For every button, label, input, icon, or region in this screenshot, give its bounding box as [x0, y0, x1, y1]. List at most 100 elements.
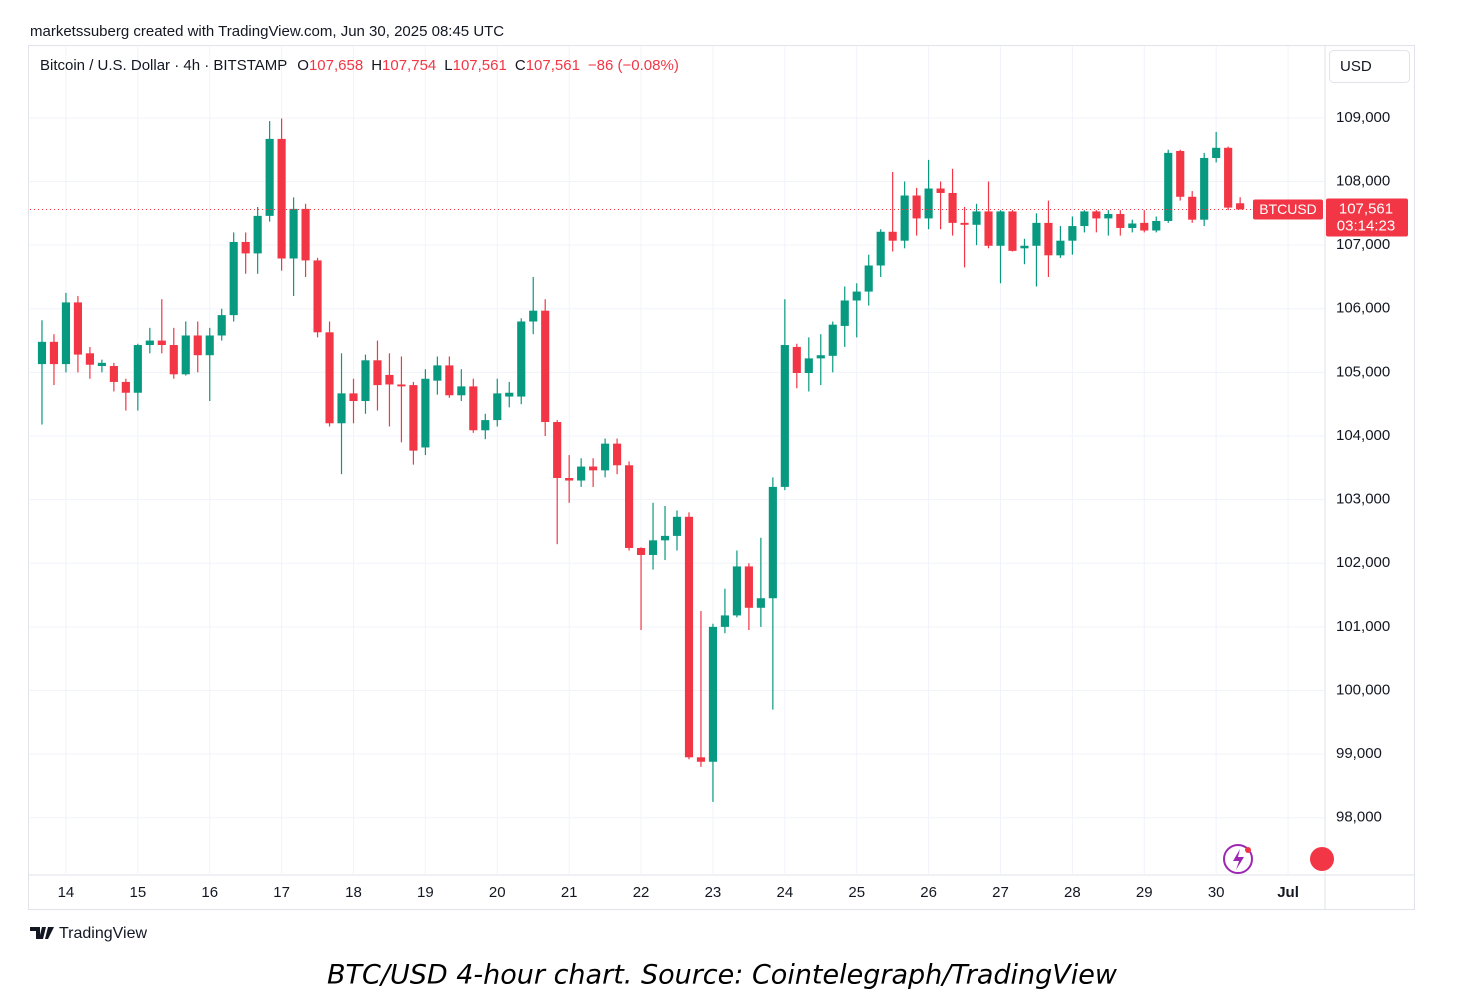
- ohlc-key: L: [444, 57, 452, 74]
- candle-body: [1224, 147, 1233, 208]
- candle-body: [1056, 240, 1065, 256]
- x-tick-label: 22: [633, 884, 650, 901]
- candle-body: [241, 241, 250, 254]
- candle-body: [169, 345, 178, 375]
- candle-body: [277, 138, 286, 259]
- candle-body: [265, 138, 274, 216]
- candle-body: [373, 360, 382, 386]
- x-tick-label: 23: [705, 884, 722, 901]
- candle-body: [1104, 213, 1113, 219]
- candle-body: [145, 340, 154, 346]
- candle-body: [1152, 220, 1161, 231]
- y-tick-label: 101,000: [1336, 618, 1390, 635]
- candle-body: [1008, 211, 1017, 251]
- candle-body: [852, 291, 861, 301]
- candle-body: [49, 341, 59, 365]
- candle-body: [684, 516, 694, 758]
- candle-body: [205, 335, 214, 356]
- candle-body: [565, 477, 574, 481]
- candle-body: [708, 626, 718, 762]
- ohlc-key: C: [515, 57, 526, 74]
- ohlc-key: H: [371, 57, 382, 74]
- x-tick-label: 21: [561, 884, 578, 901]
- x-tick-label: 15: [129, 884, 146, 901]
- x-tick-label: 16: [201, 884, 218, 901]
- brand: TradingView: [59, 925, 147, 942]
- caption: BTC/USD 4-hour chart. Source: Cointelegr…: [327, 960, 1118, 991]
- x-tick-label: 26: [920, 884, 937, 901]
- candle-body: [984, 211, 993, 246]
- y-tick-label: 109,000: [1336, 109, 1390, 126]
- ohlc-value: 107,658: [309, 57, 363, 74]
- x-tick-label: 19: [417, 884, 434, 901]
- icon[interactable]: [1310, 847, 1334, 871]
- candle-body: [804, 358, 813, 374]
- icon-dot: [1245, 847, 1251, 853]
- chart-frame: [28, 45, 1415, 910]
- candle-body: [924, 188, 933, 219]
- ohlc-key: O: [297, 57, 309, 74]
- candle-body: [217, 315, 226, 336]
- x-tick-label: 14: [58, 884, 75, 901]
- candle-body: [433, 365, 442, 381]
- candle-body: [1140, 222, 1149, 231]
- candle-body: [445, 365, 454, 396]
- candle-body: [648, 540, 658, 555]
- candle-body: [109, 366, 118, 382]
- ohlc-value: 107,754: [382, 57, 436, 74]
- candle-body: [529, 310, 538, 322]
- candle-body: [301, 208, 310, 261]
- candle-body: [672, 516, 682, 536]
- candle-body: [325, 332, 334, 424]
- x-tick-label: 27: [992, 884, 1009, 901]
- candle-body: [960, 222, 969, 225]
- candle-body: [421, 378, 430, 448]
- candle-body: [936, 188, 945, 193]
- candle-body: [732, 566, 741, 616]
- y-tick-label: 106,000: [1336, 300, 1390, 317]
- symbol-title: Bitcoin / U.S. Dollar · 4h · BITSTAMP: [40, 57, 287, 74]
- candle-body: [193, 335, 202, 356]
- x-tick-label: 18: [345, 884, 362, 901]
- candle-body: [133, 345, 142, 393]
- countdown: 03:14:23: [1337, 217, 1395, 234]
- candle-body: [1020, 245, 1029, 249]
- x-tick-label: 30: [1208, 884, 1225, 901]
- candle-body: [744, 566, 753, 608]
- candle-body: [97, 362, 106, 367]
- candle-body: [229, 241, 238, 316]
- candle-body: [1176, 150, 1185, 197]
- candle-body: [361, 360, 370, 402]
- candle-body: [780, 345, 789, 487]
- candle-body: [73, 302, 82, 355]
- candle-body: [1116, 213, 1125, 228]
- candle-body: [61, 302, 71, 365]
- candle-body: [636, 547, 646, 555]
- candle-body: [157, 340, 166, 346]
- candle-body: [768, 486, 777, 599]
- candle-body: [589, 466, 598, 471]
- x-tick-label: Jul: [1277, 884, 1299, 901]
- price-label: 107,561: [1339, 200, 1393, 217]
- candle-body: [1128, 223, 1137, 228]
- x-tick-label: 28: [1064, 884, 1081, 901]
- candle-body: [85, 353, 94, 365]
- candle-body: [1068, 226, 1077, 241]
- candle-body: [253, 215, 262, 254]
- candle-body: [493, 393, 502, 421]
- candle-body: [1080, 211, 1089, 227]
- y-tick-label: 108,000: [1336, 172, 1390, 189]
- candle-body: [1212, 147, 1221, 158]
- y-tick-label: 99,000: [1336, 745, 1382, 762]
- candle-body: [613, 443, 622, 466]
- y-tick-label: 102,000: [1336, 554, 1390, 571]
- candle-body: [792, 346, 801, 374]
- candle-body: [553, 422, 562, 478]
- currency-box[interactable]: [1329, 50, 1410, 83]
- x-tick-label: 20: [489, 884, 506, 901]
- candle-body: [900, 195, 909, 241]
- candle-body: [696, 757, 706, 762]
- candle-body: [888, 231, 897, 241]
